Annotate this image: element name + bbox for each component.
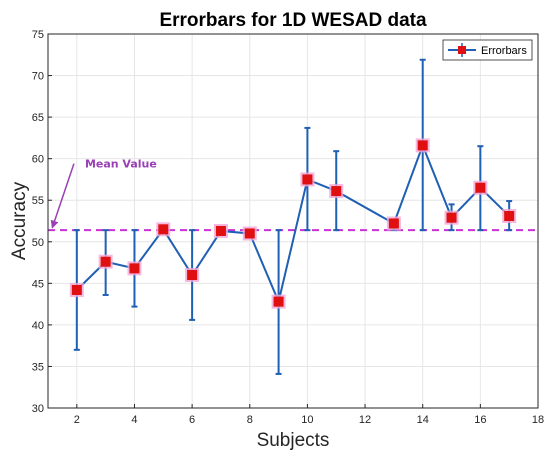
y-axis-label: Accuracy: [9, 181, 30, 260]
x-tick-label: 4: [131, 414, 137, 426]
y-tick-label: 70: [32, 71, 44, 83]
chart-title: Errorbars for 1D WESAD data: [159, 10, 427, 31]
data-point: [273, 296, 284, 307]
x-tick-label: 12: [359, 414, 371, 426]
x-tick-labels: 2 4 6 8 10 12 14 16 18: [74, 414, 544, 426]
data-point: [244, 228, 255, 239]
y-tick-label: 60: [32, 154, 44, 166]
mean-value-annotation: Mean Value: [50, 158, 157, 229]
data-point: [446, 212, 457, 223]
legend-entry-errorbars: Errorbars: [481, 45, 527, 57]
data-point: [129, 263, 140, 274]
x-tick-label: 16: [474, 414, 486, 426]
data-point: [331, 186, 342, 197]
y-tick-label: 55: [32, 195, 44, 207]
y-tick-label: 75: [32, 29, 44, 41]
y-tick-label: 40: [32, 320, 44, 332]
x-tick-label: 10: [301, 414, 313, 426]
legend: Errorbars: [442, 39, 533, 61]
data-point: [158, 224, 169, 235]
ticks: [48, 33, 539, 409]
data-point: [475, 182, 486, 193]
data-point: [417, 140, 428, 151]
x-tick-label: 8: [247, 414, 253, 426]
plot-area: [48, 34, 538, 408]
data-point: [100, 256, 111, 267]
data-point: [215, 225, 226, 236]
data-point: [187, 270, 198, 281]
y-tick-label: 45: [32, 278, 44, 290]
y-tick-label: 50: [32, 237, 44, 249]
y-tick-label: 65: [32, 112, 44, 124]
plot-frame: [47, 33, 539, 409]
x-tick-label: 14: [417, 414, 429, 426]
x-tick-label: 2: [74, 414, 80, 426]
markers-layer: [69, 138, 517, 309]
legend-marker-sample: [458, 46, 466, 54]
y-tick-label: 30: [32, 403, 44, 415]
legend-box: [442, 39, 533, 61]
y-tick-labels: 30 35 40 45 50 55 60 65 70 75: [32, 29, 44, 415]
data-point: [504, 211, 515, 222]
data-point: [302, 174, 313, 185]
x-axis-label: Subjects: [257, 430, 330, 451]
y-tick-label: 35: [32, 361, 44, 373]
data-point: [71, 284, 82, 295]
annotation-arrow: [50, 163, 75, 229]
data-point: [388, 218, 399, 229]
x-tick-label: 6: [189, 414, 195, 426]
annotation-text: Mean Value: [85, 158, 157, 171]
x-tick-label: 18: [532, 414, 544, 426]
